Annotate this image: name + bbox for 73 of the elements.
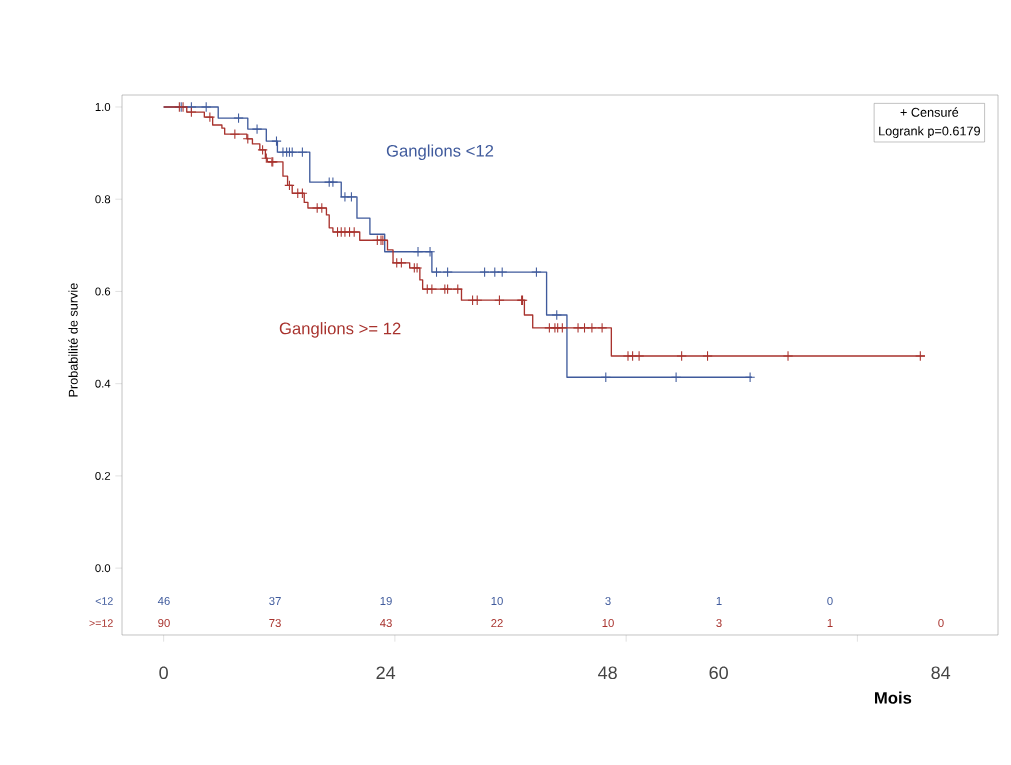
x-tick-label: 0 (159, 666, 168, 680)
y-tick-label: 0.6 (95, 287, 111, 296)
point (557, 322, 568, 334)
point (579, 322, 590, 334)
point (496, 266, 508, 278)
y-tick-label: 0.2 (95, 471, 111, 480)
x-tick-label: 24 (376, 666, 396, 679)
point (200, 101, 212, 113)
point (452, 283, 463, 295)
point (442, 266, 453, 278)
annotation: 43 (379, 619, 392, 628)
point (251, 123, 263, 135)
point (586, 322, 598, 334)
annotation: Logrank p=0.6179 (879, 126, 980, 138)
point (327, 176, 339, 188)
point (489, 266, 500, 278)
point (531, 266, 542, 278)
y-tick-label: 1.0 (95, 102, 111, 111)
annotation: 19 (380, 596, 392, 605)
point (782, 350, 794, 362)
point (472, 295, 483, 306)
annotation: 73 (269, 619, 281, 628)
point (702, 350, 713, 362)
point (271, 135, 282, 147)
point (186, 106, 197, 118)
point (242, 133, 254, 145)
x-tick-label: 60 (709, 666, 728, 680)
y-axis-title: Probabilité de survie (68, 283, 78, 397)
text: >=12 (89, 619, 113, 627)
point (494, 295, 505, 306)
annotation: 1 (827, 619, 833, 627)
text: Ganglions <12 (386, 144, 494, 160)
point (297, 146, 308, 158)
point (424, 246, 436, 257)
point (396, 257, 407, 269)
annotation: 22 (491, 619, 503, 627)
point (257, 144, 268, 156)
point (284, 180, 295, 191)
point (233, 112, 244, 124)
point (676, 350, 687, 362)
annotation: 3 (605, 596, 611, 605)
point (204, 111, 216, 123)
annotation: 0 (938, 619, 944, 628)
point (346, 191, 357, 203)
point (412, 246, 424, 257)
point (596, 322, 608, 334)
annotation: 90 (158, 619, 170, 628)
annotation: 10 (602, 619, 614, 628)
text: Ganglions >= 12 (279, 322, 401, 338)
annotation: 1 (716, 597, 722, 605)
annotation: 37 (269, 596, 281, 605)
point (670, 372, 682, 383)
annotation: 0 (827, 596, 833, 605)
point (600, 372, 611, 383)
point (229, 128, 241, 140)
point (297, 188, 308, 199)
annotation: 46 (157, 596, 170, 605)
x-tick-label: 48 (598, 666, 617, 680)
point (915, 350, 926, 362)
y-tick-label: 0.8 (95, 195, 111, 204)
annotation: 10 (491, 596, 503, 605)
text: <12 (95, 597, 113, 605)
x-axis-title: Mois (875, 691, 912, 704)
point (479, 266, 490, 278)
y-tick-label: 0.0 (95, 564, 111, 573)
point (551, 309, 562, 321)
annotation: 3 (716, 619, 722, 628)
point (431, 266, 442, 278)
point (744, 372, 756, 383)
annotation: + Censuré (900, 107, 959, 117)
y-tick-label: 0.4 (95, 379, 111, 388)
point (633, 350, 645, 362)
x-tick-label: 84 (931, 666, 951, 680)
